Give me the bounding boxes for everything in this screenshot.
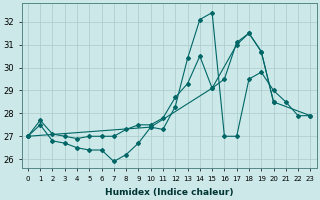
X-axis label: Humidex (Indice chaleur): Humidex (Indice chaleur): [105, 188, 233, 197]
